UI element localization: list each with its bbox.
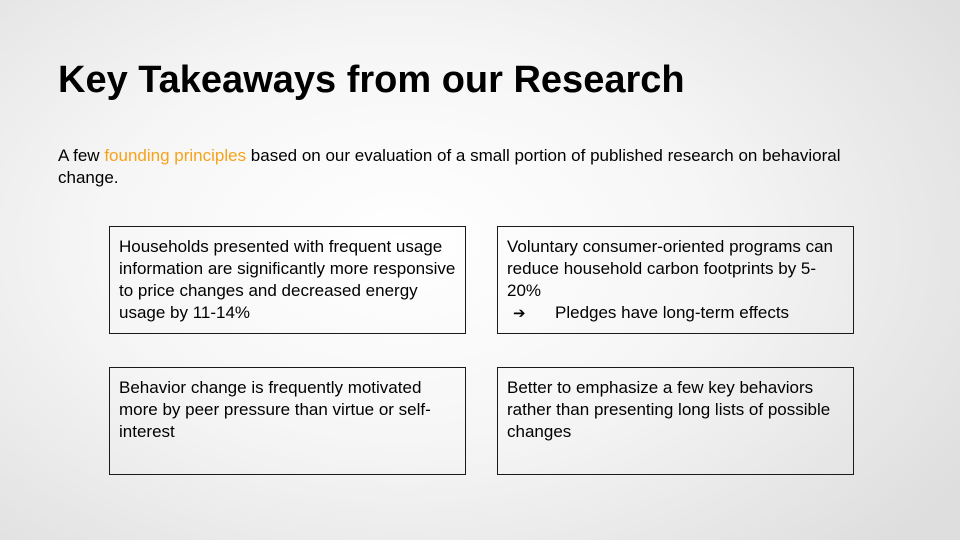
- subtitle-lead: A few: [58, 146, 105, 165]
- subtitle-highlight: founding principles: [104, 146, 247, 165]
- slide-subtitle: A few founding principles based on our e…: [58, 145, 878, 189]
- takeaway-card-voluntary-programs: Voluntary consumer-oriented programs can…: [497, 226, 854, 334]
- takeaway-card-key-behaviors: Better to emphasize a few key behaviors …: [497, 367, 854, 475]
- takeaway-card-usage-information: Households presented with frequent usage…: [109, 226, 466, 334]
- takeaway-card-peer-pressure: Behavior change is frequently motivated …: [109, 367, 466, 475]
- subtitle-rest: based on our evaluation of a small porti…: [58, 146, 841, 187]
- takeaway-text: Households presented with frequent usage…: [119, 237, 456, 322]
- arrow-right-icon: ➔: [513, 304, 526, 322]
- takeaway-text: Voluntary consumer-oriented programs can…: [507, 237, 833, 300]
- takeaway-bullet: ➔ Pledges have long-term effects: [507, 302, 844, 324]
- slide-title: Key Takeaways from our Research: [58, 59, 685, 101]
- takeaway-text: Behavior change is frequently motivated …: [119, 378, 431, 441]
- takeaway-text: Better to emphasize a few key behaviors …: [507, 378, 831, 441]
- takeaway-bullet-text: Pledges have long-term effects: [555, 303, 790, 322]
